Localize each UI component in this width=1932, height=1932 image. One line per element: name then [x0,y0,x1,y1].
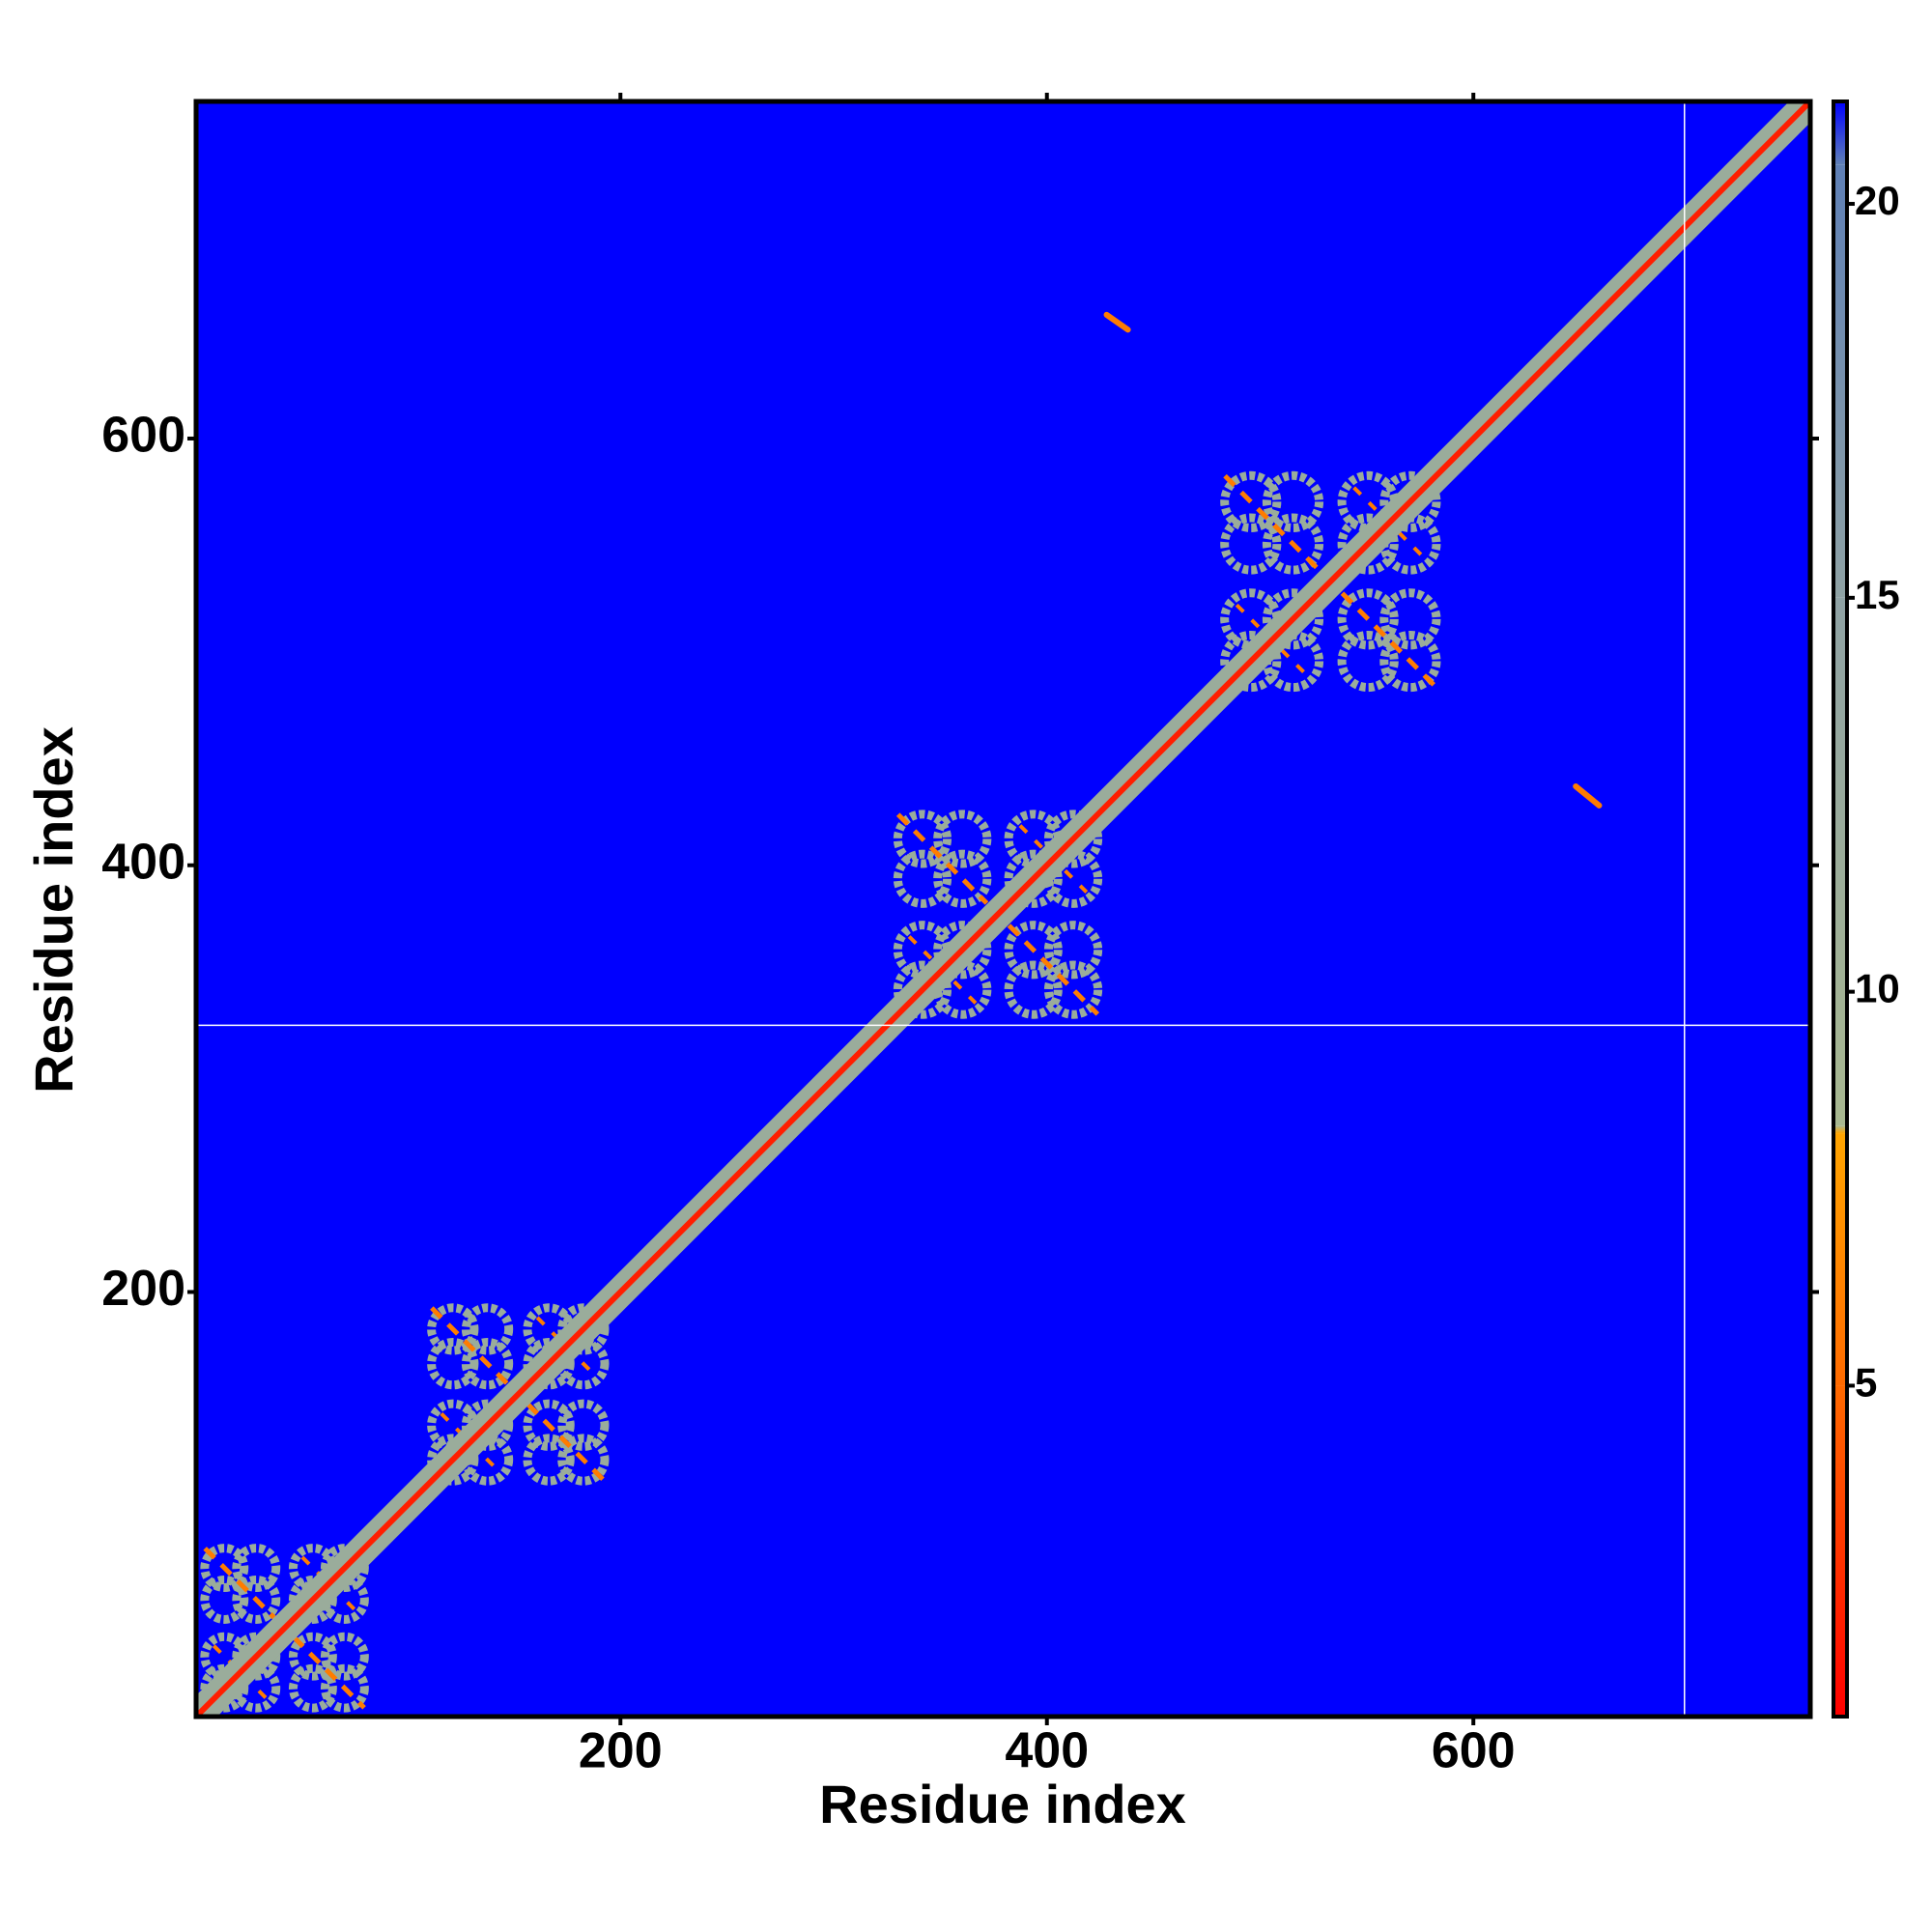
contact [1573,782,1603,809]
y-tick-label: 600 [101,408,185,464]
colorbar-frame [1832,99,1849,1719]
domain-ring [200,1576,249,1624]
domain-ring [1337,630,1399,693]
domain-ring [1043,921,1103,980]
domain-ring [320,1663,369,1713]
domain-ring [1262,470,1324,532]
domain-contact [291,1634,366,1710]
domain-ring [1043,960,1103,1019]
colorbar-segment [1833,101,1847,165]
domain-ring [1262,513,1324,575]
domain-ring [1337,513,1399,575]
domain-ring [523,1337,575,1390]
colorbar-segment [1833,1133,1847,1386]
domain-ring [461,1399,514,1451]
diagonal [196,101,1810,1717]
x-axis-title: Residue index [819,1774,1186,1834]
domain-ring [427,1337,479,1390]
domain-ring [1004,849,1063,908]
domain-ring [1379,630,1441,693]
domain-ring [557,1303,610,1355]
colorbar-segment [1833,1385,1847,1717]
domain-ring [557,1399,610,1451]
domain-ring [427,1434,479,1486]
domain-ring [523,1399,575,1451]
colorbar-tick-label: 10 [1855,966,1900,1011]
colorbar-segment [1833,164,1847,598]
domain-contact [526,1402,607,1483]
x-tick-label: 600 [1432,1723,1516,1779]
domain-ring [320,1632,369,1681]
domain-ring [288,1632,337,1681]
domain-ring [1220,630,1282,693]
x-tick-label: 400 [1005,1723,1089,1779]
domain-ring [1220,513,1282,575]
domain-ring [1379,588,1441,650]
domain-ring [557,1434,610,1486]
colorbar-tick-label: 15 [1855,572,1900,617]
domain-ring [200,1544,249,1592]
domain-ring [893,849,952,908]
domain-ring [893,960,952,1019]
x-tick-label: 200 [579,1723,663,1779]
domain-ring [1337,588,1399,650]
colorbar-tick-label: 5 [1855,1360,1877,1406]
domain-ring [461,1303,514,1355]
y-tick-label: 200 [101,1261,185,1317]
domain-ring [933,810,992,868]
domain-ring [1043,810,1103,868]
domain-ring [893,810,952,868]
domain-contact [430,1306,511,1387]
domain-contact [203,1547,278,1621]
y-axis-title: Residue index [23,726,84,1094]
domain-ring [427,1303,479,1355]
domain-ring [933,849,992,908]
plot-area [196,101,1810,1717]
domain-ring [933,921,992,980]
domain-ring [232,1544,281,1592]
domain-ring [232,1576,281,1624]
domain-ring [461,1337,514,1390]
y-tick-label: 400 [101,834,185,890]
domain-ring [1379,470,1441,532]
colorbar-segment [1833,597,1847,1126]
domain-contact [895,812,989,905]
contact [1103,311,1131,333]
colorbar-segment [1833,1125,1847,1134]
domain-ring [1220,470,1282,532]
colorbar-tick-label: 20 [1855,178,1900,223]
domain-contact [440,1411,500,1473]
domain-contact [535,1316,597,1378]
domain-ring [1262,588,1324,650]
domain-ring [288,1663,337,1713]
domain-ring [1004,960,1063,1019]
plot-frame [193,99,1813,1719]
domain-ring [1004,921,1063,980]
domain-contact [1007,923,1100,1016]
domain-ring [523,1434,575,1486]
